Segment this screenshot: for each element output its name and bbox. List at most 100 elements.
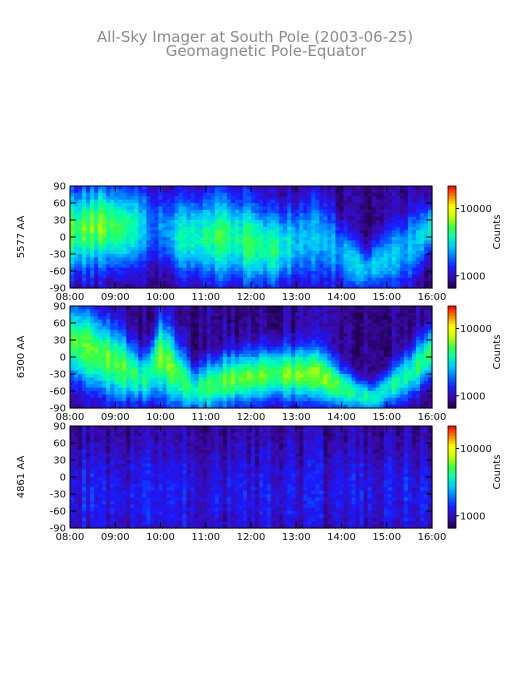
heatmap-cell <box>138 387 143 392</box>
heatmap-cell <box>311 209 316 214</box>
heatmap-cell <box>202 233 208 238</box>
heatmap-cell <box>202 363 208 368</box>
heatmap-cell <box>170 343 176 348</box>
heatmap-cell <box>331 387 337 392</box>
heatmap-cell <box>263 199 268 204</box>
heatmap-cell <box>367 189 373 194</box>
heatmap-cell <box>303 326 308 331</box>
heatmap-cell <box>383 216 389 221</box>
heatmap-cell <box>174 316 180 321</box>
heatmap-cell <box>230 343 236 348</box>
heatmap-cell <box>315 281 320 286</box>
heatmap-cell <box>118 196 123 201</box>
heatmap-cell <box>399 284 405 289</box>
heatmap-cell <box>351 340 357 344</box>
heatmap-cell <box>246 391 252 395</box>
heatmap-cell <box>210 220 216 224</box>
heatmap-cell <box>186 340 192 344</box>
heatmap-cell <box>142 206 148 211</box>
heatmap-cell <box>351 281 357 286</box>
heatmap-cell <box>150 260 156 265</box>
heatmap-cell <box>283 250 288 255</box>
heatmap-cell <box>134 387 139 392</box>
heatmap-cell <box>178 277 184 282</box>
heatmap-cell <box>311 233 316 238</box>
heatmap-cell <box>327 223 333 228</box>
heatmap-cell <box>415 206 421 211</box>
heatmap-cell <box>271 329 276 334</box>
heatmap-cell <box>226 404 232 409</box>
heatmap-cell <box>242 329 248 334</box>
heatmap-cell <box>202 271 208 275</box>
heatmap-cell <box>327 216 333 221</box>
heatmap-cell <box>238 264 244 269</box>
heatmap-cell <box>303 333 308 338</box>
heatmap-cell <box>162 233 168 238</box>
heatmap-cell <box>230 384 236 389</box>
heatmap-cell <box>110 257 115 262</box>
heatmap-cell <box>142 226 148 231</box>
heatmap-cell <box>186 360 192 365</box>
heatmap-cell <box>279 323 284 327</box>
heatmap-cell <box>407 267 413 272</box>
heatmap-cell <box>106 237 111 241</box>
heatmap-cell <box>291 192 296 197</box>
heatmap-cell <box>86 316 91 321</box>
heatmap-cell <box>178 274 184 279</box>
heatmap-cell <box>279 336 284 341</box>
heatmap-cell <box>202 384 208 389</box>
heatmap-cell <box>202 329 208 334</box>
heatmap-cell <box>218 274 224 279</box>
heatmap-cell <box>190 343 196 348</box>
heatmap-cell <box>86 343 91 348</box>
heatmap-cell <box>303 220 308 224</box>
heatmap-cell <box>186 343 192 348</box>
heatmap-cell <box>311 329 316 334</box>
heatmap-cell <box>307 226 312 231</box>
heatmap-cell <box>218 284 224 289</box>
heatmap-cell <box>198 319 204 324</box>
heatmap-cell <box>403 247 409 252</box>
heatmap-cell <box>126 284 131 289</box>
heatmap-cell <box>427 257 433 262</box>
heatmap-cell <box>335 237 341 241</box>
heatmap-cell <box>154 319 160 324</box>
heatmap-cell <box>335 267 341 272</box>
heatmap-cell <box>178 247 184 252</box>
heatmap-cell <box>331 340 337 344</box>
heatmap-cell <box>146 233 152 238</box>
heatmap-cell <box>98 199 103 204</box>
heatmap-cell <box>98 374 103 378</box>
heatmap-cell <box>407 189 413 194</box>
heatmap-cell <box>110 329 115 334</box>
heatmap-cell <box>86 271 91 275</box>
heatmap-cell <box>162 230 168 235</box>
heatmap-cell <box>206 384 212 389</box>
heatmap-cell <box>98 363 103 368</box>
heatmap-cell <box>327 370 333 375</box>
heatmap-cell <box>74 271 79 275</box>
heatmap-cell <box>230 374 236 378</box>
heatmap-cell <box>102 391 107 395</box>
heatmap-cell <box>190 230 196 235</box>
heatmap-cell <box>170 353 176 358</box>
heatmap-cell <box>110 404 115 409</box>
heatmap-cell <box>367 260 373 265</box>
heatmap-cell <box>399 240 405 245</box>
heatmap-cell <box>307 319 312 324</box>
heatmap-cell <box>238 397 244 402</box>
heatmap-cell <box>259 196 264 201</box>
heatmap-cell <box>295 306 300 310</box>
heatmap-cell <box>94 220 99 224</box>
heatmap-cell <box>138 380 143 385</box>
heatmap-cell <box>70 233 75 238</box>
heatmap-cell <box>82 277 87 282</box>
heatmap-cell <box>419 247 425 252</box>
heatmap-cell <box>178 363 184 368</box>
heatmap-cell <box>210 380 216 385</box>
heatmap-cell <box>210 384 216 389</box>
heatmap-cell <box>307 203 312 207</box>
heatmap-cell <box>126 267 131 272</box>
heatmap-cell <box>158 323 164 327</box>
heatmap-cell <box>343 336 349 341</box>
